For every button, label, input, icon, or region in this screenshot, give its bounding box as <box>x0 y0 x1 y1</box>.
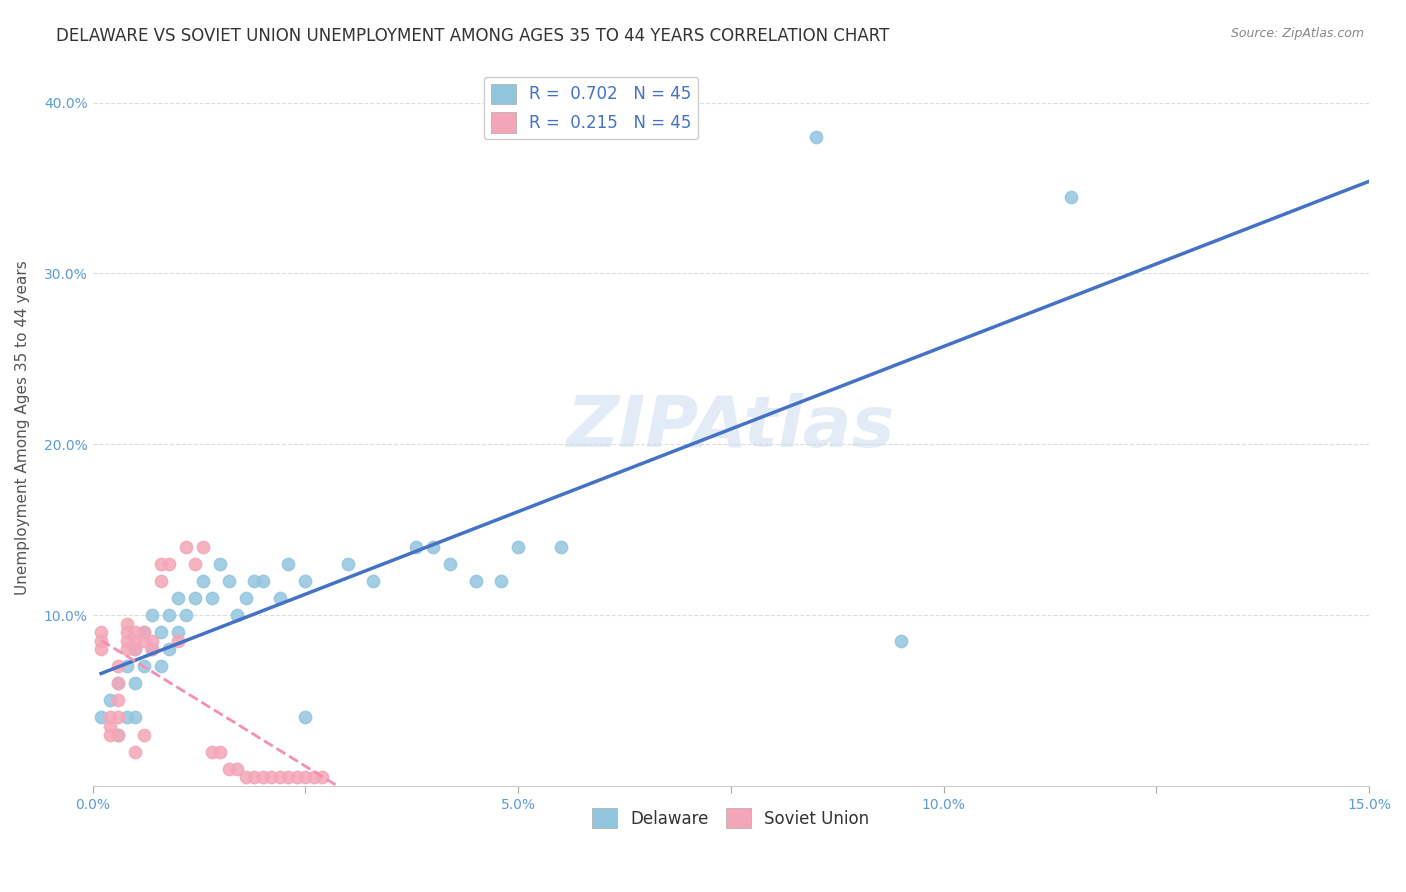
Point <box>174 607 197 622</box>
Point <box>184 591 207 605</box>
Point <box>98 727 121 741</box>
Point <box>90 625 112 640</box>
Point <box>157 607 180 622</box>
Point <box>294 770 316 784</box>
Point <box>311 770 333 784</box>
Point <box>804 129 827 144</box>
Point <box>285 770 308 784</box>
Point <box>149 557 172 571</box>
Point <box>157 642 180 657</box>
Point <box>226 762 249 776</box>
Point <box>209 557 232 571</box>
Point <box>166 625 188 640</box>
Point <box>506 540 529 554</box>
Point <box>98 693 121 707</box>
Text: ZIPAtlas: ZIPAtlas <box>567 392 896 462</box>
Text: Source: ZipAtlas.com: Source: ZipAtlas.com <box>1230 27 1364 40</box>
Y-axis label: Unemployment Among Ages 35 to 44 years: Unemployment Among Ages 35 to 44 years <box>15 260 30 595</box>
Point <box>184 557 207 571</box>
Point <box>226 607 249 622</box>
Point <box>132 633 155 648</box>
Point <box>115 710 138 724</box>
Point <box>124 745 146 759</box>
Point <box>294 710 316 724</box>
Point <box>107 693 129 707</box>
Point <box>90 710 112 724</box>
Point <box>302 770 325 784</box>
Point <box>124 676 146 690</box>
Point <box>115 633 138 648</box>
Point <box>363 574 385 588</box>
Point <box>890 633 912 648</box>
Point <box>141 642 163 657</box>
Point <box>124 642 146 657</box>
Point <box>166 591 188 605</box>
Point <box>252 574 274 588</box>
Point <box>193 540 215 554</box>
Point <box>209 745 232 759</box>
Point <box>107 659 129 673</box>
Point <box>132 625 155 640</box>
Point <box>107 676 129 690</box>
Point <box>235 591 257 605</box>
Point <box>141 642 163 657</box>
Point <box>141 607 163 622</box>
Point <box>124 625 146 640</box>
Point <box>235 770 257 784</box>
Point <box>149 574 172 588</box>
Point <box>107 727 129 741</box>
Point <box>252 770 274 784</box>
Point <box>98 710 121 724</box>
Point <box>124 710 146 724</box>
Point <box>550 540 572 554</box>
Point <box>294 574 316 588</box>
Point <box>157 557 180 571</box>
Point <box>132 727 155 741</box>
Point <box>336 557 359 571</box>
Legend: Delaware, Soviet Union: Delaware, Soviet Union <box>586 801 876 835</box>
Point <box>277 557 299 571</box>
Point <box>141 633 163 648</box>
Point <box>422 540 444 554</box>
Point <box>115 616 138 631</box>
Point <box>124 633 146 648</box>
Point <box>107 710 129 724</box>
Point <box>464 574 486 588</box>
Point <box>243 574 266 588</box>
Point <box>124 642 146 657</box>
Point <box>174 540 197 554</box>
Point <box>107 676 129 690</box>
Point <box>489 574 512 588</box>
Point <box>218 574 240 588</box>
Point <box>115 642 138 657</box>
Point <box>132 625 155 640</box>
Point <box>243 770 266 784</box>
Point <box>90 633 112 648</box>
Text: DELAWARE VS SOVIET UNION UNEMPLOYMENT AMONG AGES 35 TO 44 YEARS CORRELATION CHAR: DELAWARE VS SOVIET UNION UNEMPLOYMENT AM… <box>56 27 890 45</box>
Point <box>115 659 138 673</box>
Point <box>149 625 172 640</box>
Point <box>201 591 224 605</box>
Point <box>439 557 461 571</box>
Point <box>107 727 129 741</box>
Point <box>269 591 291 605</box>
Point <box>193 574 215 588</box>
Point <box>132 659 155 673</box>
Point <box>115 625 138 640</box>
Point <box>269 770 291 784</box>
Point <box>149 659 172 673</box>
Point <box>1060 189 1083 203</box>
Point <box>98 719 121 733</box>
Point <box>166 633 188 648</box>
Point <box>218 762 240 776</box>
Point <box>277 770 299 784</box>
Point <box>201 745 224 759</box>
Point <box>260 770 283 784</box>
Point <box>90 642 112 657</box>
Point <box>405 540 427 554</box>
